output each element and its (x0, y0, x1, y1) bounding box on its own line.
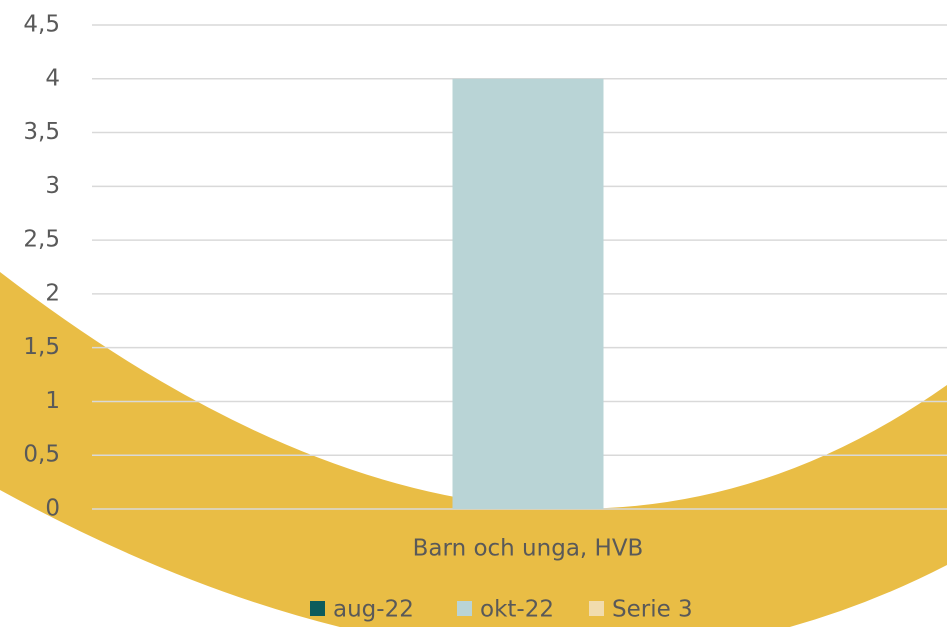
y-tick-label: 2 (45, 280, 60, 306)
y-tick-label: 4,5 (23, 12, 60, 38)
bar (452, 78, 604, 510)
legend-swatch (457, 601, 472, 616)
y-tick-label: 1,5 (23, 334, 60, 360)
decorative-band (0, 272, 947, 627)
y-tick-label: 1 (45, 388, 60, 414)
legend-label: Serie 3 (612, 597, 693, 623)
y-tick-label: 3 (45, 173, 60, 199)
y-tick-label: 0,5 (23, 442, 60, 468)
legend-swatch (589, 601, 604, 616)
x-tick-label: Barn och unga, HVB (413, 536, 644, 562)
legend-label: aug-22 (333, 597, 414, 623)
y-tick-label: 2,5 (23, 227, 60, 253)
y-tick-label: 0 (45, 496, 60, 522)
y-tick-label: 3,5 (23, 119, 60, 145)
legend-label: okt-22 (480, 597, 554, 623)
y-tick-label: 4 (45, 65, 60, 91)
legend-swatch (310, 601, 325, 616)
